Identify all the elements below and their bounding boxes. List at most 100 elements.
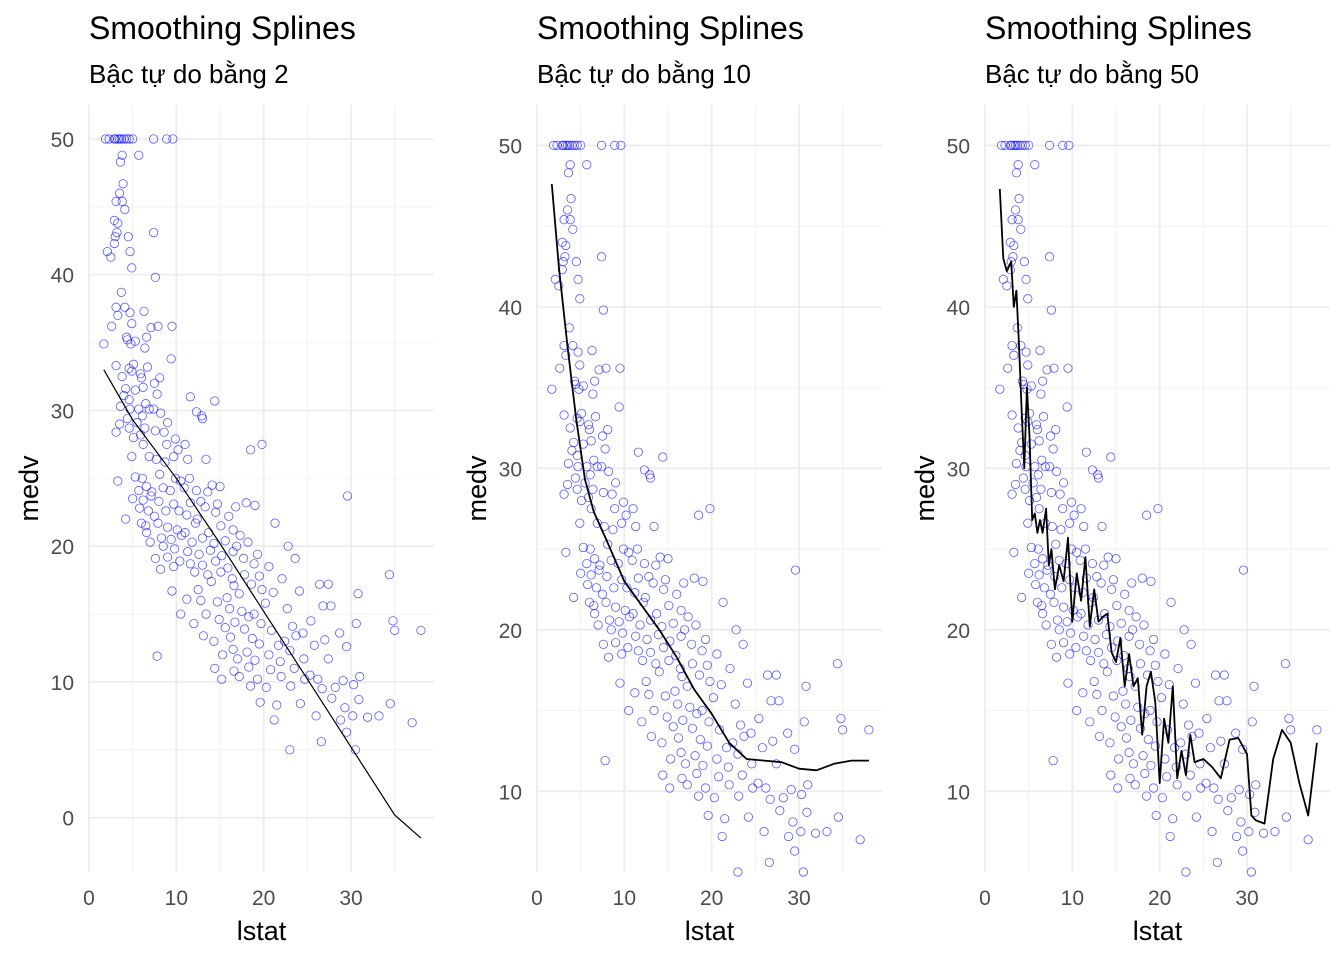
data-point (1076, 609, 1086, 619)
data-point (597, 462, 607, 472)
data-point (584, 424, 595, 435)
data-point (1010, 479, 1021, 490)
data-point (155, 373, 165, 383)
data-point (1168, 814, 1178, 824)
data-point (1164, 680, 1174, 690)
data-point (294, 586, 305, 596)
data-point (659, 642, 669, 653)
data-point (600, 444, 610, 454)
data-point (1209, 783, 1219, 793)
data-point (111, 302, 121, 312)
spline-fit-line (998, 188, 1318, 825)
data-point (276, 671, 286, 682)
y-axis-label: medv (462, 455, 492, 522)
data-point (562, 479, 573, 490)
data-point (1046, 639, 1056, 649)
data-point (1086, 655, 1096, 666)
data-point (254, 571, 264, 581)
data-point (698, 576, 708, 586)
data-point (1089, 676, 1099, 687)
data-point (560, 252, 570, 262)
data-point (128, 494, 138, 504)
data-point (766, 696, 776, 706)
data-point (1135, 723, 1146, 733)
y-tick-label: 30 (947, 458, 970, 481)
y-tick-label: 20 (51, 536, 74, 559)
data-point (1143, 734, 1153, 745)
data-point (645, 647, 656, 657)
data-point (1128, 759, 1139, 769)
y-tick-label: 10 (51, 672, 74, 695)
data-point (102, 247, 112, 257)
data-point (1141, 791, 1152, 801)
data-point (1087, 465, 1098, 475)
data-point (1017, 376, 1028, 386)
data-point (117, 371, 127, 382)
data-point (244, 612, 254, 622)
data-point (662, 712, 672, 722)
data-point (573, 274, 583, 284)
data-point (1007, 340, 1017, 351)
data-point (1156, 693, 1167, 703)
data-point (633, 646, 643, 656)
data-point (124, 134, 134, 144)
data-point (1210, 670, 1221, 680)
data-point (309, 640, 319, 650)
data-point (1003, 363, 1013, 373)
data-point (231, 502, 241, 512)
data-point (1120, 589, 1130, 599)
data-point (1069, 510, 1079, 520)
data-point (218, 650, 228, 660)
data-point (1031, 492, 1042, 502)
data-point (1133, 702, 1143, 712)
data-point (190, 567, 200, 577)
data-point (1150, 741, 1160, 751)
y-tick-label: 10 (947, 781, 970, 804)
data-point (149, 378, 160, 388)
data-point (676, 631, 686, 641)
data-point (754, 713, 764, 724)
data-point (594, 565, 604, 575)
data-point (269, 715, 279, 725)
data-point (196, 595, 206, 606)
data-point (670, 686, 680, 696)
data-point (677, 773, 687, 783)
data-point (697, 705, 707, 716)
data-point (1196, 783, 1206, 793)
data-point (220, 536, 230, 546)
data-point (217, 551, 227, 561)
data-point (111, 427, 121, 437)
data-point (743, 812, 753, 822)
data-point (1244, 827, 1254, 837)
data-point (323, 579, 333, 589)
data-point (1062, 402, 1072, 412)
data-point (351, 618, 361, 629)
data-point (1145, 646, 1155, 656)
data-point (601, 363, 611, 373)
data-point (1113, 783, 1123, 793)
data-point (1010, 205, 1021, 215)
data-point (771, 759, 781, 769)
data-point (287, 621, 298, 631)
data-point (565, 423, 575, 433)
data-point (191, 407, 202, 417)
data-point (1183, 720, 1194, 730)
data-point (1078, 688, 1088, 698)
data-point (138, 495, 148, 505)
data-point (569, 376, 580, 386)
data-point (196, 496, 206, 506)
data-point (264, 561, 274, 572)
data-point (1216, 736, 1226, 746)
data-point (1048, 755, 1058, 766)
data-point (1140, 768, 1150, 779)
data-point (189, 618, 199, 629)
data-point (687, 723, 698, 733)
data-point (685, 702, 695, 712)
data-point (1045, 462, 1055, 472)
data-point (1131, 612, 1141, 622)
data-point (203, 487, 213, 497)
data-point (765, 794, 775, 804)
data-point (298, 628, 308, 638)
data-point (568, 224, 578, 234)
data-point (614, 617, 624, 627)
